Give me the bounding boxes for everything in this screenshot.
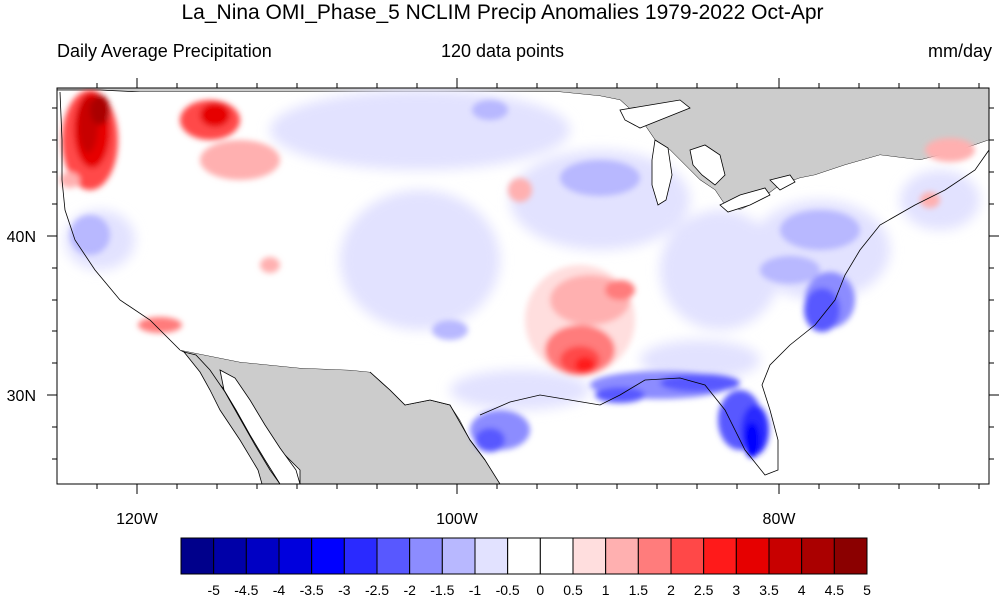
- colorbar-swatch: [180, 537, 215, 575]
- colorbar-swatch: [245, 537, 280, 575]
- anomaly-blue-patches: [70, 100, 860, 458]
- axis-ticks: [47, 78, 999, 494]
- lon-label-100w: 100W: [436, 511, 479, 528]
- colorbar-swatch: [376, 537, 411, 575]
- colorbar-tick-label: -1: [469, 582, 482, 597]
- colorbar-tick-label: 3: [732, 582, 740, 597]
- colorbar-swatch: [833, 537, 868, 575]
- colorbar-swatch: [605, 537, 639, 575]
- map-frame: [56, 87, 990, 485]
- colorbar-swatch: [507, 537, 541, 575]
- colorbar-tick-label: -4: [273, 582, 286, 597]
- lat-label-30n: 30N: [7, 388, 36, 405]
- colorbar-tick-label: 3.5: [759, 582, 779, 597]
- colorbar-swatch: [735, 537, 770, 575]
- colorbar-tick-label: 4.5: [825, 582, 845, 597]
- colorbar-tick-label: -3.5: [300, 582, 324, 597]
- colorbar-tick-label: 2.5: [694, 582, 714, 597]
- colorbar: -5 -4.5 -4 -3.5 -3 -2.5 -2 -1.5 -1 -0.5 0 0.5 1 1.5 2 2…: [180, 537, 871, 597]
- coastline: [59, 91, 989, 476]
- conus-landmass: [60, 92, 989, 475]
- gulf-of-california: [219, 369, 301, 484]
- colorbar-tick-label: -2: [403, 582, 416, 597]
- subtitle-left: Daily Average Precipitation: [57, 41, 272, 61]
- colorbar-tick-label: -4.5: [234, 582, 258, 597]
- colorbar-tick-label: -2.5: [365, 582, 389, 597]
- colorbar-tick-label: -0.5: [496, 582, 520, 597]
- lon-label-80w: 80W: [763, 511, 797, 528]
- colorbar-swatch: [637, 537, 672, 575]
- colorbar-swatch: [311, 537, 345, 575]
- colorbar-swatch: [539, 537, 574, 575]
- colorbar-swatch: [703, 537, 737, 575]
- map-plot-area: [57, 88, 989, 484]
- colorbar-tick-label: -3: [338, 582, 351, 597]
- lat-label-40n: 40N: [7, 229, 36, 246]
- colorbar-swatch: [670, 537, 705, 575]
- colorbar-tick-label: -1.5: [430, 582, 454, 597]
- anomaly-red-patches: [60, 90, 975, 375]
- colorbar-tick-label: 2: [667, 582, 675, 597]
- colorbar-swatch: [474, 537, 509, 575]
- colorbar-swatch: [801, 537, 835, 575]
- colorbar-swatch: [213, 537, 247, 575]
- subtitle-right: mm/day: [927, 41, 992, 61]
- colorbar-swatch: [441, 537, 476, 575]
- great-lakes: [619, 99, 796, 213]
- colorbar-tick-label: -5: [207, 582, 220, 597]
- colorbar-swatch: [572, 537, 607, 575]
- colorbar-tick-label: 5: [863, 582, 871, 597]
- colorbar-swatch: [278, 537, 313, 575]
- subtitle-center: 120 data points: [440, 41, 565, 61]
- map-title: La_Nina OMI_Phase_5 NCLIM Precip Anomali…: [181, 1, 824, 24]
- colorbar-swatch: [409, 537, 443, 575]
- colorbar-tick-label: 1.5: [629, 582, 649, 597]
- lon-label-120w: 120W: [116, 511, 159, 528]
- colorbar-swatch: [343, 537, 378, 575]
- colorbar-swatch: [768, 537, 803, 575]
- colorbar-tick-label: 0.5: [563, 582, 583, 597]
- baja-peninsula: [182, 351, 281, 484]
- colorbar-tick-label: 4: [798, 582, 806, 597]
- colorbar-tick-label: 0: [536, 582, 544, 597]
- colorbar-tick-label: 1: [602, 582, 610, 597]
